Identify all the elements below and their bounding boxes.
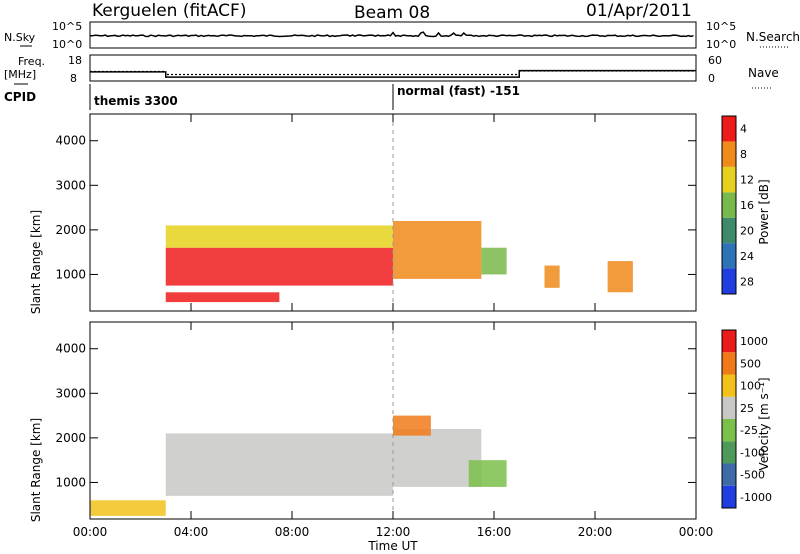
colorbar-swatch: [722, 116, 736, 142]
nsky-series: [89, 31, 694, 38]
colorbar-tick-label: 100: [740, 380, 761, 393]
xtick-label: 04:00: [174, 525, 209, 539]
power-panel: [165, 114, 633, 311]
colorbar-tick-label: 25: [740, 402, 754, 415]
nsky-label: N.Sky: [4, 31, 36, 44]
colorbar-tick-label: 12: [740, 174, 754, 187]
ytick-label: 4000: [55, 134, 86, 148]
nave-tick-high: 60: [708, 54, 722, 67]
freq-tick-low: 8: [70, 72, 77, 85]
colorbar-swatch: [722, 330, 736, 353]
colorbar-swatch: [722, 374, 736, 397]
heatmap-cell: [165, 247, 393, 286]
ytick-label: 1000: [55, 267, 86, 281]
colorbar-tick-label: 8: [740, 148, 747, 161]
nsky-tick-high: 10^5: [52, 20, 82, 33]
colorbar-swatch: [722, 485, 736, 508]
xtick-label: 16:00: [477, 525, 512, 539]
power-ylabel: Slant Range [km]: [29, 210, 43, 314]
heatmap-cell: [393, 220, 482, 279]
colorbar-tick-label: -100: [740, 446, 765, 459]
colorbar-frame: [721, 329, 737, 509]
heatmap-cell: [165, 225, 393, 248]
power-colorbar-label: Power [dB]: [757, 179, 771, 244]
cpid-segment-2: normal (fast) -151: [397, 84, 520, 98]
velocity-ylabel: Slant Range [km]: [29, 418, 43, 522]
colorbar-swatch: [722, 441, 736, 464]
heatmap-cell: [468, 460, 507, 487]
colorbar-tick-label: 24: [740, 250, 754, 263]
date-title: 01/Apr/2011: [586, 1, 692, 21]
velocity-colorbar: 1000 500 100 25 -25 -100 -500 -1000: [721, 329, 772, 509]
freq-panel: [89, 54, 697, 82]
velocity-panel: [90, 322, 507, 519]
heatmap-cell: [90, 500, 166, 516]
nsearch-label: N.Search: [746, 30, 800, 44]
colorbar-swatch: [722, 396, 736, 419]
heatmap-cell: [393, 415, 431, 436]
xtick-label: 12:00: [376, 525, 411, 539]
noise-panel: [89, 21, 697, 49]
station-title: Kerguelen (fitACF): [92, 1, 246, 21]
heatmap-cell: [393, 428, 482, 487]
colorbar-tick-label: -500: [740, 469, 765, 482]
cpid-label: CPID: [4, 90, 36, 104]
colorbar-tick-label: -25: [740, 424, 758, 437]
colorbar-swatch: [722, 243, 736, 269]
heatmap-cell: [544, 265, 560, 288]
ytick-label: 3000: [55, 386, 86, 400]
colorbar-swatch: [722, 141, 736, 167]
colorbar-tick-label: 500: [740, 357, 761, 370]
colorbar-tick-label: 4: [740, 123, 747, 136]
ytick-label: 3000: [55, 178, 86, 192]
ytick-label: 4000: [55, 342, 86, 356]
colorbar-swatch: [722, 217, 736, 244]
beam-title: Beam 08: [354, 3, 430, 23]
colorbar-swatch: [722, 166, 736, 193]
heatmap-cell: [165, 433, 393, 496]
nave-label: Nave: [748, 66, 779, 80]
nsearch-tick-low: 10^0: [706, 38, 736, 51]
colorbar-swatch: [722, 192, 736, 218]
power-colorbar: 4 8 12 16 20 24 28: [721, 115, 754, 295]
time-axis: 00:00 04:00 08:00 12:00 16:00 20:00 00:00: [73, 114, 714, 539]
colorbar-tick-label: 28: [740, 275, 754, 288]
xaxis-label: Time UT: [367, 539, 418, 553]
nsky-tick-low: 10^0: [52, 38, 82, 51]
heatmap-cell: [481, 247, 507, 275]
nave-series: [90, 70, 696, 76]
freq-tick-high: 18: [68, 54, 82, 67]
xtick-label: 00:00: [679, 525, 714, 539]
heatmap-cell: [607, 261, 633, 293]
colorbar-tick-label: 1000: [740, 335, 768, 348]
ytick-label: 2000: [55, 431, 86, 445]
velocity-yticks: 1000 2000 3000 4000: [55, 342, 696, 489]
colorbar-tick-label: 16: [740, 199, 754, 212]
xtick-label: 00:00: [73, 525, 108, 539]
colorbar-tick-label: 20: [740, 224, 754, 237]
colorbar-frame: [721, 115, 737, 295]
nsearch-tick-high: 10^5: [706, 20, 736, 33]
power-yticks: 1000 2000 3000 4000: [55, 134, 696, 281]
xtick-label: 08:00: [275, 525, 310, 539]
freq-unit: [MHz]: [4, 68, 36, 81]
colorbar-swatch: [722, 352, 736, 375]
colorbar-swatch: [722, 419, 736, 442]
freq-label: Freq.: [18, 55, 45, 68]
colorbar-swatch: [722, 268, 736, 294]
cpid-segment-1: themis 3300: [94, 94, 178, 108]
ytick-label: 1000: [55, 475, 86, 489]
colorbar-tick-label: -1000: [740, 491, 772, 504]
colorbar-swatch: [722, 463, 736, 486]
heatmap-cell: [165, 292, 280, 303]
velocity-colorbar-label: Velocity [m s⁻¹]: [757, 377, 771, 470]
xtick-label: 20:00: [578, 525, 613, 539]
nave-tick-low: 0: [708, 72, 715, 85]
ytick-label: 2000: [55, 223, 86, 237]
